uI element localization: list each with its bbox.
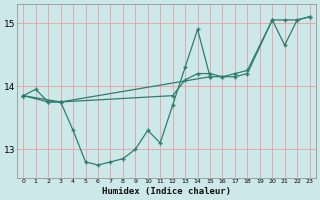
X-axis label: Humidex (Indice chaleur): Humidex (Indice chaleur) (102, 187, 231, 196)
